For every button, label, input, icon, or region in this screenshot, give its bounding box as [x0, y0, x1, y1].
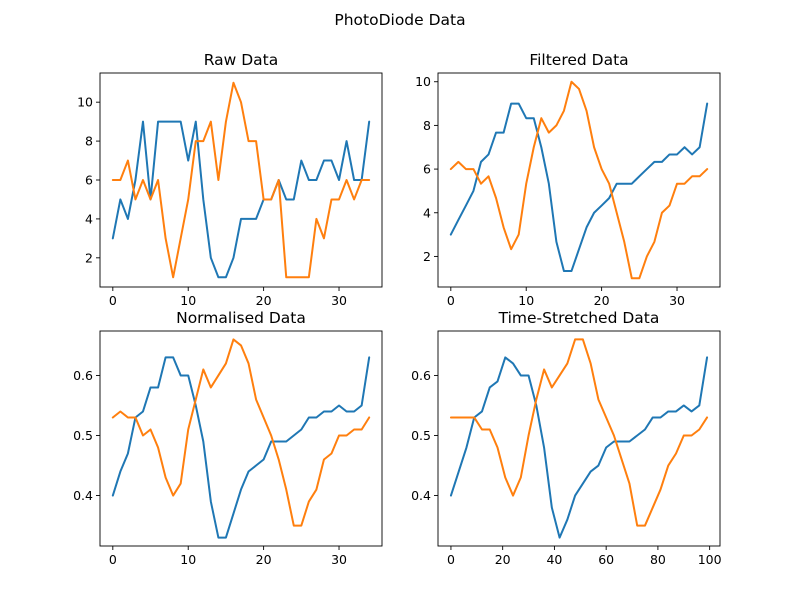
- time-stretched-data-y-tick-label: 0.5: [411, 428, 431, 443]
- filtered-data-y-tick-label: 6: [423, 162, 431, 177]
- normalised-data-series-1-line: [111, 356, 371, 539]
- time-stretched-data-x-tick-label: 80: [650, 552, 666, 567]
- filtered-data-series-2-line: [449, 80, 709, 280]
- normalised-data-x-tick-label: 30: [331, 552, 347, 567]
- time-stretched-data-x-tick-label: 100: [698, 552, 722, 567]
- raw-data-x-tick-label: 20: [256, 293, 272, 308]
- filtered-data-series-1-line: [449, 102, 709, 273]
- raw-data-title: Raw Data: [204, 51, 279, 69]
- raw-data-y-tick-label: 8: [85, 134, 93, 149]
- normalised-data-x-tick-label: 20: [256, 552, 272, 567]
- normalised-data-panel: 0 10 20 30 0.4 0.5 0.6 Normalised Data: [73, 309, 383, 567]
- figure-title: PhotoDiode Data: [334, 11, 465, 29]
- filtered-data-y-tick-label: 8: [423, 118, 431, 133]
- filtered-data-y-tick-label: 10: [415, 74, 431, 89]
- filtered-data-panel: 0 10 20 30 2 4 6 8 10 Filtered Data: [415, 51, 721, 308]
- normalised-data-y-tick-label: 0.4: [73, 488, 93, 503]
- time-stretched-data-x-tick-label: 0: [447, 552, 455, 567]
- raw-data-y-tick-label: 6: [85, 173, 93, 188]
- filtered-data-x-tick-label: 30: [669, 293, 685, 308]
- normalised-data-x-tick-label: 10: [180, 552, 196, 567]
- raw-data-y-tick-label: 4: [85, 211, 93, 226]
- time-stretched-data-series-1-line: [449, 356, 709, 539]
- time-stretched-data-x-tick-label: 40: [546, 552, 562, 567]
- raw-data-x-tick-label: 10: [180, 293, 196, 308]
- subplot-grid: 0 10 20 30 2 4 6 8 10 Raw Data 0 10 20 30 2 4 6 8 10 Filter…: [73, 51, 722, 567]
- time-stretched-data-series-2-line: [449, 338, 709, 527]
- raw-data-x-tick-label: 30: [331, 293, 347, 308]
- normalised-data-y-tick-label: 0.5: [73, 428, 93, 443]
- filtered-data-y-tick-label: 2: [423, 249, 431, 264]
- raw-data-series-1-line: [111, 120, 371, 279]
- normalised-data-axes-frame: [99, 330, 383, 547]
- filtered-data-y-tick-label: 4: [423, 205, 431, 220]
- filtered-data-axes-frame: [437, 72, 721, 288]
- raw-data-panel: 0 10 20 30 2 4 6 8 10 Raw Data: [77, 51, 383, 308]
- time-stretched-data-title: Time-Stretched Data: [498, 309, 660, 327]
- time-stretched-data-axes-frame: [437, 330, 721, 547]
- time-stretched-data-y-tick-label: 0.4: [411, 488, 431, 503]
- raw-data-x-tick-label: 0: [109, 293, 117, 308]
- time-stretched-data-y-tick-label: 0.6: [411, 368, 431, 383]
- time-stretched-data-x-tick-label: 20: [495, 552, 511, 567]
- normalised-data-title: Normalised Data: [176, 309, 306, 327]
- time-stretched-data-panel: 0 20 40 60 80 100 0.4 0.5 0.6 Time-Stretched Data: [411, 309, 722, 567]
- normalised-data-series-2-line: [111, 338, 371, 527]
- raw-data-y-tick-label: 2: [85, 250, 93, 265]
- normalised-data-x-tick-label: 0: [109, 552, 117, 567]
- filtered-data-title: Filtered Data: [529, 51, 628, 69]
- raw-data-y-tick-label: 10: [77, 95, 93, 110]
- time-stretched-data-x-tick-label: 60: [598, 552, 614, 567]
- filtered-data-x-tick-label: 10: [518, 293, 534, 308]
- filtered-data-x-tick-label: 0: [447, 293, 455, 308]
- normalised-data-y-tick-label: 0.6: [73, 368, 93, 383]
- raw-data-series-2-line: [111, 81, 371, 279]
- filtered-data-x-tick-label: 20: [594, 293, 610, 308]
